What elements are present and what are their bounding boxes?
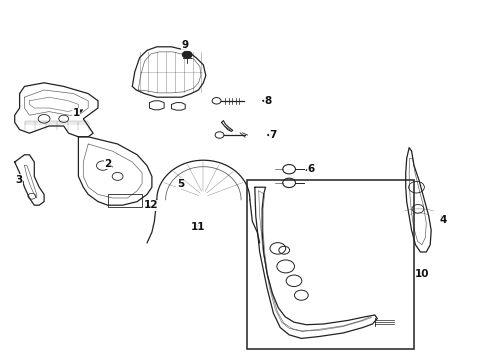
Text: 7: 7 bbox=[269, 130, 277, 140]
Text: 4: 4 bbox=[440, 215, 447, 225]
Text: 11: 11 bbox=[191, 222, 205, 232]
Text: 10: 10 bbox=[415, 269, 430, 279]
Text: 1: 1 bbox=[73, 108, 79, 118]
Bar bbox=[108, 194, 142, 207]
Text: 2: 2 bbox=[104, 159, 111, 169]
Bar bbox=[247, 180, 414, 349]
Text: 9: 9 bbox=[182, 40, 189, 50]
Text: 8: 8 bbox=[265, 96, 271, 106]
Text: 6: 6 bbox=[308, 164, 315, 174]
Text: 3: 3 bbox=[15, 175, 22, 185]
Circle shape bbox=[182, 51, 192, 58]
Text: 12: 12 bbox=[144, 200, 158, 210]
Text: 5: 5 bbox=[177, 179, 184, 189]
